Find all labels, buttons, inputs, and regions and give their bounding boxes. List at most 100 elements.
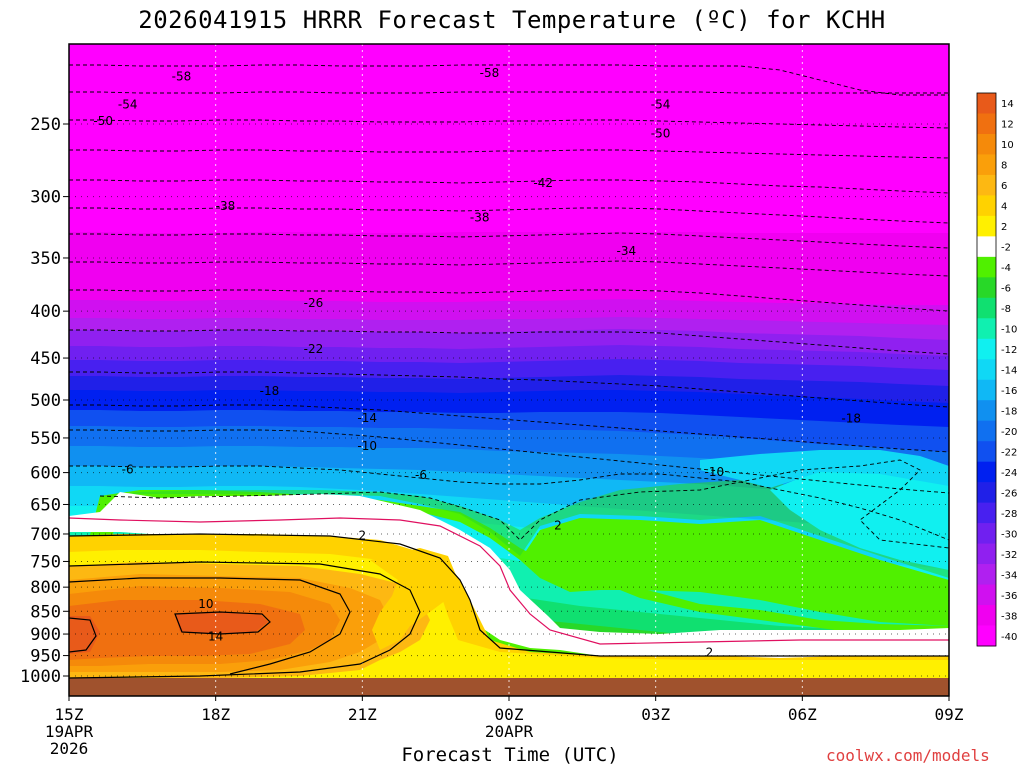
dashed-isotherm-5 — [69, 207, 949, 224]
colorbar-swatch-12 — [977, 338, 996, 360]
y-axis: 250 300 350 400 450 500 550 600 650 700 750 800 850 9… — [20, 115, 69, 687]
colorbar-label-8: -4 — [1001, 263, 1011, 274]
colorbar-label-14: -16 — [1001, 386, 1017, 397]
contour-label-8: -38 — [470, 210, 490, 224]
contour-label-20: 2 — [554, 518, 562, 532]
x-tick-year-2026: 2026 — [50, 739, 89, 758]
colorbar-swatch-10 — [977, 297, 996, 319]
colorbar-label-13: -14 — [1001, 366, 1017, 377]
contour-label-13: -18 — [841, 412, 861, 426]
green-shade — [100, 480, 949, 578]
y-tick-label-900: 900 — [30, 625, 61, 645]
contour-label-4: -50 — [93, 114, 113, 128]
colorbar-swatch-4 — [977, 174, 996, 196]
colorbar-swatch-24 — [977, 584, 996, 606]
contour-labels: -58 -58 -54 -54 -50 -50 -42 -38 -38 -34 -26 -22 -18 -… — [93, 66, 861, 660]
dashed-isotherm-6 — [69, 232, 949, 249]
colorbar-swatch-3 — [977, 154, 996, 176]
colorbar-label-2: 10 — [1001, 140, 1014, 151]
colorbar-swatch-16 — [977, 420, 996, 442]
contour-label-15: -10 — [357, 439, 377, 453]
credit-link[interactable]: coolwx.com/models — [826, 746, 990, 765]
colorbar-swatch-23 — [977, 564, 996, 586]
contour-label-22: 14 — [208, 629, 223, 643]
y-tick-label-800: 800 — [30, 578, 61, 598]
contour-label-14: -14 — [357, 411, 377, 425]
colorbar-label-9: -6 — [1001, 284, 1011, 295]
colorbar-label-4: 6 — [1001, 181, 1007, 192]
green-tongue — [520, 518, 949, 626]
y-tick-label-350: 350 — [30, 249, 61, 269]
hot-spot-center — [175, 612, 268, 634]
zero-line — [69, 517, 949, 645]
colorbar-swatch-13 — [977, 359, 996, 381]
solid-isotherm-4 — [174, 611, 271, 635]
contour-label-21: 10 — [198, 597, 213, 611]
colorbar-swatch-17 — [977, 441, 996, 463]
x-axis-label: Forecast Time (UTC) — [401, 744, 619, 766]
colorbar-swatch-22 — [977, 543, 996, 565]
contour-label-5: -50 — [651, 126, 671, 140]
contour-label-7: -38 — [216, 199, 236, 213]
y-tick-label-950: 950 — [30, 647, 61, 667]
dashed-isotherm-3 — [69, 149, 949, 159]
green-layer-upper — [69, 490, 949, 640]
y-tick-label-500: 500 — [30, 391, 61, 411]
solid-isotherm-3 — [69, 617, 97, 653]
contour-label-11: -22 — [304, 342, 324, 356]
colorbar-swatch-21 — [977, 523, 996, 545]
colorbar-label-23: -34 — [1001, 570, 1017, 581]
contour-label-9: -34 — [617, 244, 637, 258]
colorbar-label-12: -12 — [1001, 345, 1017, 356]
colorbar-label-5: 4 — [1001, 202, 1007, 213]
contour-label-6: -42 — [533, 176, 553, 190]
colorbar-label-17: -22 — [1001, 447, 1017, 458]
solid-isotherm-2 — [69, 577, 351, 675]
contour-label-2: -54 — [118, 97, 138, 111]
colorbar-label-10: -8 — [1001, 304, 1011, 315]
x-tick-label-00Z: 00Z — [495, 705, 524, 724]
colorbar-swatch-2 — [977, 133, 996, 155]
colorbar-swatch-20 — [977, 502, 996, 524]
colorbar-swatch-11 — [977, 318, 996, 340]
colorbar-swatch-9 — [977, 277, 996, 299]
x-tick-label-21Z: 21Z — [348, 705, 377, 724]
y-tick-label-850: 850 — [30, 602, 61, 622]
contour-label-16: -10 — [705, 465, 725, 479]
colorbar-frame — [976, 92, 997, 647]
colorbar: 14 12 10 8 6 4 2 -2 -4 -6 -8 -10 -12 -14 -16 -18 -20 -22 -… — [976, 92, 1017, 647]
dashed-isotherm-4 — [69, 179, 949, 194]
y-tick-label-700: 700 — [30, 525, 61, 545]
colorbar-label-3: 8 — [1001, 161, 1007, 172]
temperature-field — [69, 44, 949, 696]
colorbar-swatch-25 — [977, 605, 996, 627]
x-tick-date-19APR: 19APR — [45, 722, 94, 741]
colorbar-swatch-18 — [977, 461, 996, 483]
colorbar-swatch-1 — [977, 113, 996, 135]
y-tick-label-450: 450 — [30, 349, 61, 369]
colorbar-swatch-0 — [977, 93, 996, 114]
colorbar-label-25: -38 — [1001, 611, 1017, 622]
dashed-isotherm-8 — [69, 289, 949, 312]
contour-lines — [69, 64, 949, 679]
chart-title: 2026041915 HRRR Forecast Temperature (ºC… — [138, 6, 886, 34]
contour-label-17: -6 — [122, 462, 134, 476]
contour-label-23: 2 — [706, 646, 714, 660]
x-tick-label-03Z: 03Z — [641, 705, 670, 724]
colorbar-label-18: -24 — [1001, 468, 1017, 479]
y-tick-label-250: 250 — [30, 115, 61, 135]
contour-label-19: 2 — [359, 529, 367, 543]
y-tick-label-600: 600 — [30, 464, 61, 484]
colorbar-label-7: -2 — [1001, 243, 1011, 254]
solid-isotherm-1 — [69, 561, 421, 679]
dashed-isotherm-1 — [69, 91, 949, 94]
contour-label-1: -58 — [480, 66, 500, 80]
colorbar-swatch-7 — [977, 236, 996, 258]
y-tick-label-1000: 1000 — [20, 667, 61, 687]
x-tick-label-06Z: 06Z — [788, 705, 817, 724]
colorbar-swatch-26 — [977, 625, 996, 647]
contour-label-12: -18 — [260, 384, 280, 398]
y-tick-label-300: 300 — [30, 188, 61, 208]
